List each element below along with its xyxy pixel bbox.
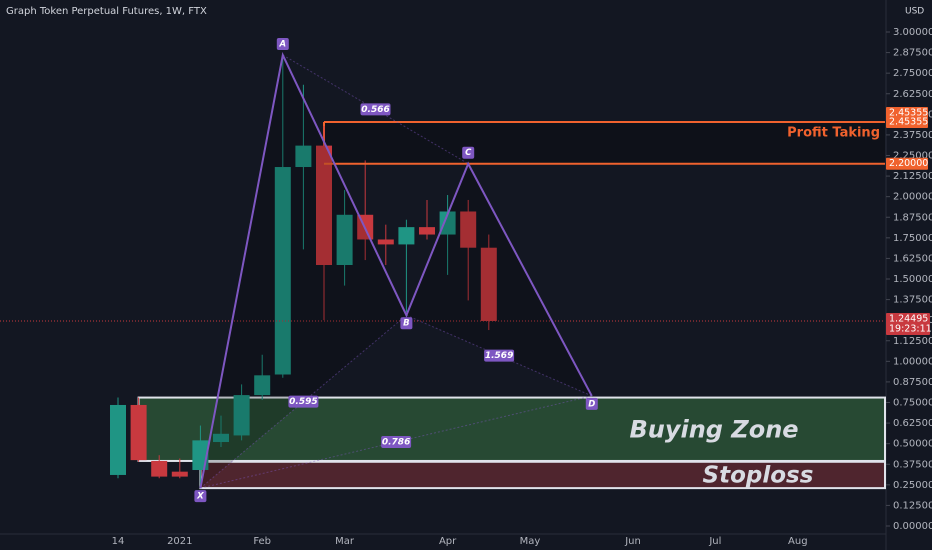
- pattern-fill: [406, 163, 592, 396]
- x-tick-label: 14: [112, 536, 125, 547]
- point-label: C: [465, 148, 472, 158]
- candle-body: [233, 395, 250, 436]
- candle-body: [295, 145, 312, 168]
- zone-label: Buying Zone: [629, 415, 798, 443]
- candle-body: [398, 227, 415, 245]
- y-tick-label: 0.75000: [893, 398, 932, 409]
- ratio-bg: [360, 103, 391, 116]
- y-tick-label: 1.75000: [893, 233, 932, 244]
- y-tick-label: 0.25000: [893, 480, 932, 491]
- pattern-guide: [200, 314, 407, 489]
- ratio-bg: [288, 395, 319, 408]
- zone: [137, 396, 887, 462]
- candle-body: [110, 404, 126, 475]
- candle-body: [419, 227, 435, 235]
- y-tick-label: 3.00000: [893, 27, 932, 38]
- x-tick-label: Apr: [439, 536, 457, 547]
- y-tick-label: 0.50000: [893, 439, 932, 450]
- candle-body: [480, 247, 497, 321]
- y-tick-label: 1.12500: [893, 336, 932, 347]
- y-tick-label: 2.25000: [893, 151, 932, 162]
- currency-label: USD: [905, 7, 924, 17]
- y-tick-label: 2.75000: [893, 68, 932, 79]
- point-bg: [276, 38, 289, 51]
- candle-body: [336, 214, 353, 266]
- point-label: X: [196, 492, 204, 502]
- pattern-fill: [200, 55, 407, 489]
- point-bg: [400, 317, 413, 330]
- x-tick-label: 2021: [167, 536, 192, 547]
- y-tick-label: 2.87500: [893, 48, 932, 59]
- point-bg: [194, 490, 207, 503]
- level-label-bg: [886, 115, 928, 128]
- y-tick-label: 1.00000: [893, 356, 932, 367]
- y-tick-label: 1.87500: [893, 212, 932, 223]
- candle-body: [439, 211, 456, 235]
- y-tick-label: 2.00000: [893, 192, 932, 203]
- point-bg: [585, 397, 598, 410]
- candle-body: [254, 375, 271, 396]
- level-label: 2.20000: [889, 158, 928, 169]
- candle-body: [274, 167, 291, 375]
- y-tick-label: 0.00000: [893, 521, 932, 532]
- x-tick-label: Jun: [624, 536, 641, 547]
- y-tick-label: 0.62500: [893, 418, 932, 429]
- countdown: 19:23:11: [889, 323, 932, 334]
- candle-body: [213, 433, 229, 443]
- zone: [324, 121, 885, 164]
- level-label-bg: [886, 157, 928, 170]
- candle-body: [377, 239, 394, 245]
- ratio-label: 1.569: [485, 351, 513, 361]
- chart-title: Graph Token Perpetual Futures, 1W, FTX: [6, 6, 207, 17]
- x-tick-label: Aug: [788, 536, 808, 547]
- level-label: 2.45355: [889, 107, 928, 118]
- y-tick-label: 1.37500: [893, 295, 932, 306]
- point-label: B: [403, 319, 409, 329]
- y-tick-label: 1.62500: [893, 253, 932, 264]
- x-tick-label: Feb: [253, 536, 271, 547]
- point-label: D: [588, 399, 595, 409]
- y-tick-label: 2.62500: [893, 89, 932, 100]
- y-tick-label: 0.37500: [893, 459, 932, 470]
- y-tick-label: 0.87500: [893, 377, 932, 388]
- level-label: 2.45355: [889, 116, 928, 127]
- point-label: A: [279, 40, 287, 50]
- ratio-bg: [484, 349, 515, 362]
- x-tick-label: May: [520, 536, 541, 547]
- x-tick-label: Jul: [708, 536, 721, 547]
- point-bg: [462, 146, 475, 159]
- y-tick-label: 2.12500: [893, 171, 932, 182]
- zone: [199, 460, 886, 490]
- candle-body: [316, 145, 332, 266]
- ratio-label: 0.595: [289, 397, 317, 407]
- ratio-label: 0.566: [361, 105, 389, 115]
- candle-body: [130, 404, 147, 461]
- ratio-bg: [381, 436, 412, 449]
- x-tick-label: Mar: [335, 536, 355, 547]
- pattern-line: [199, 51, 593, 489]
- y-tick-label: 0.12500: [893, 500, 932, 511]
- candle-body: [460, 211, 477, 248]
- last-price-bg: [886, 312, 930, 335]
- y-tick-label: 1.50000: [893, 274, 932, 285]
- candle-body: [151, 460, 168, 477]
- last-price-label: 1.24495: [889, 313, 928, 324]
- candle-body: [171, 471, 188, 477]
- y-tick-label: 2.37500: [893, 130, 932, 141]
- ratio-label: 0.786: [382, 438, 410, 448]
- zone-label: Profit Taking: [787, 125, 880, 140]
- zone-label: Stoploss: [703, 462, 814, 488]
